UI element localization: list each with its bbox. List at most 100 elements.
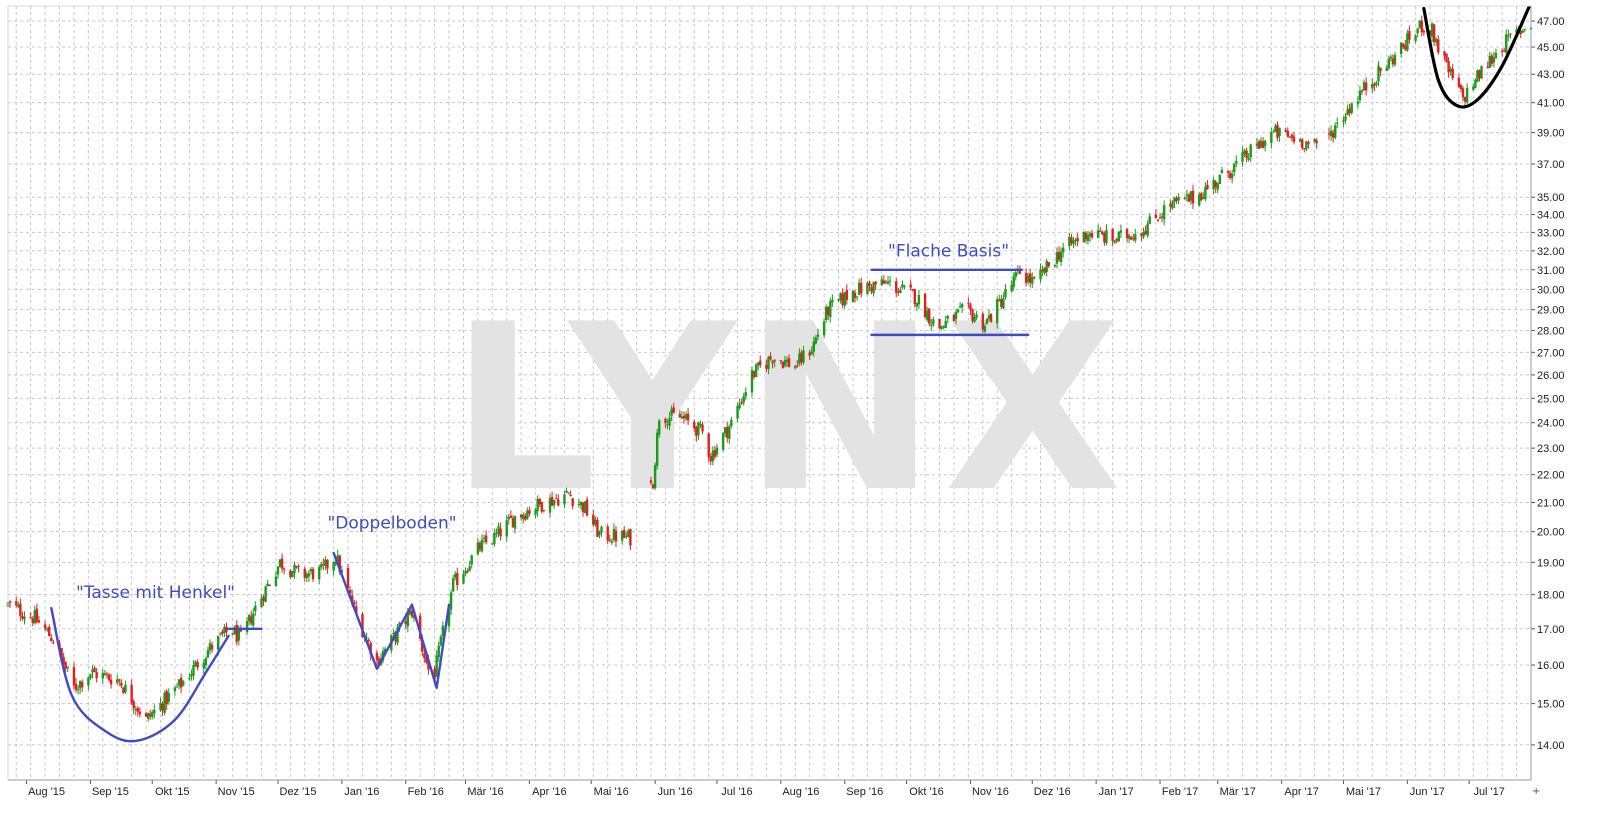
candle-body — [802, 350, 805, 363]
candle-body — [1391, 58, 1395, 65]
candle-body — [513, 516, 517, 529]
candle-body — [1428, 30, 1432, 35]
corner-plus-icon[interactable]: + — [1532, 786, 1540, 797]
candle-body — [64, 662, 67, 669]
candle-body — [596, 519, 599, 537]
candle-body — [194, 661, 197, 667]
candle-body — [625, 535, 628, 537]
candle-body — [1313, 138, 1316, 142]
candle-body — [627, 530, 630, 537]
candle-body — [1125, 228, 1129, 239]
candle-body — [101, 672, 105, 679]
candle-body — [217, 635, 220, 650]
candle-body — [175, 686, 179, 688]
candle-body — [33, 610, 36, 624]
candle-body — [208, 643, 212, 651]
candle-body — [629, 529, 632, 546]
candle-body — [1245, 150, 1248, 158]
candle-body — [1169, 203, 1172, 207]
candle-body — [824, 306, 828, 320]
candle-body — [1375, 82, 1378, 85]
candle-body — [1443, 51, 1446, 56]
candle-body — [320, 564, 323, 568]
candle-body — [219, 633, 222, 635]
candle-body — [1463, 96, 1467, 102]
candle-body — [930, 324, 933, 326]
candle-body — [868, 282, 871, 286]
y-tick-label: 37.00 — [1537, 159, 1565, 171]
candle-body — [750, 370, 754, 393]
candle-body — [1474, 79, 1477, 88]
candle-body — [1377, 65, 1380, 82]
candle-body — [709, 456, 712, 462]
candle-body — [1076, 237, 1079, 242]
candle-body — [695, 427, 698, 436]
candle-body — [418, 615, 422, 639]
candle-body — [723, 427, 727, 434]
candle-body — [1132, 237, 1135, 239]
candle-body — [1041, 269, 1044, 272]
candle-body — [1515, 29, 1518, 33]
candle-body — [528, 510, 531, 514]
candle-body — [130, 684, 133, 704]
candle-body — [756, 362, 760, 366]
candle-body — [1292, 136, 1296, 142]
candle-body — [996, 299, 999, 324]
y-tick-label: 34.00 — [1537, 210, 1565, 222]
candle-body — [118, 679, 121, 681]
candle-body — [857, 282, 861, 295]
candle-body — [837, 299, 840, 301]
candle-body — [1432, 24, 1436, 43]
candle-body — [728, 426, 731, 439]
candle-body — [1399, 42, 1403, 54]
candle-body — [1521, 30, 1524, 33]
candle-body — [1490, 55, 1494, 64]
candle-body — [554, 498, 558, 500]
candle-body — [249, 616, 253, 624]
candle-body — [62, 656, 65, 665]
candle-body — [307, 573, 311, 577]
candle-body — [567, 492, 570, 494]
candle-body — [95, 671, 98, 679]
candle-body — [377, 658, 381, 666]
candle-body — [262, 597, 265, 601]
candle-body — [204, 658, 208, 666]
candle-body — [1220, 170, 1224, 174]
candle-body — [138, 711, 142, 715]
candle-body — [1004, 288, 1007, 298]
y-tick-label: 39.00 — [1537, 128, 1565, 140]
x-tick-label: Mär '16 — [467, 786, 503, 798]
pattern-line — [332, 551, 451, 690]
candle-body — [585, 499, 589, 516]
candle-body — [713, 449, 717, 457]
candle-body — [592, 514, 595, 525]
candle-body — [1445, 53, 1448, 62]
candle-body — [1185, 194, 1189, 196]
candle-body — [1039, 269, 1042, 280]
candle-body — [1204, 187, 1207, 200]
candle-body — [303, 568, 306, 578]
candle-body — [594, 519, 597, 526]
candle-body — [505, 520, 508, 537]
candle-body — [282, 568, 286, 570]
pattern-line — [50, 606, 230, 743]
candle-body — [326, 559, 329, 569]
candle-body — [1154, 214, 1158, 219]
x-tick-label: Nov '16 — [972, 786, 1009, 798]
candle-body — [911, 289, 914, 291]
candle-body — [1387, 58, 1390, 69]
candle-body — [1241, 152, 1244, 162]
candle-body — [1523, 29, 1527, 31]
candle-body — [276, 566, 280, 575]
candle-body — [437, 645, 440, 658]
candle-body — [1074, 239, 1077, 241]
candle-body — [1507, 35, 1510, 37]
candle-body — [1175, 197, 1178, 202]
candle-body — [266, 583, 269, 587]
candle-body — [361, 614, 364, 638]
candle-body — [612, 528, 616, 540]
candle-body — [165, 691, 168, 705]
candle-body — [783, 360, 787, 366]
y-tick-label: 20.00 — [1537, 527, 1565, 539]
candle-body — [1144, 230, 1147, 235]
